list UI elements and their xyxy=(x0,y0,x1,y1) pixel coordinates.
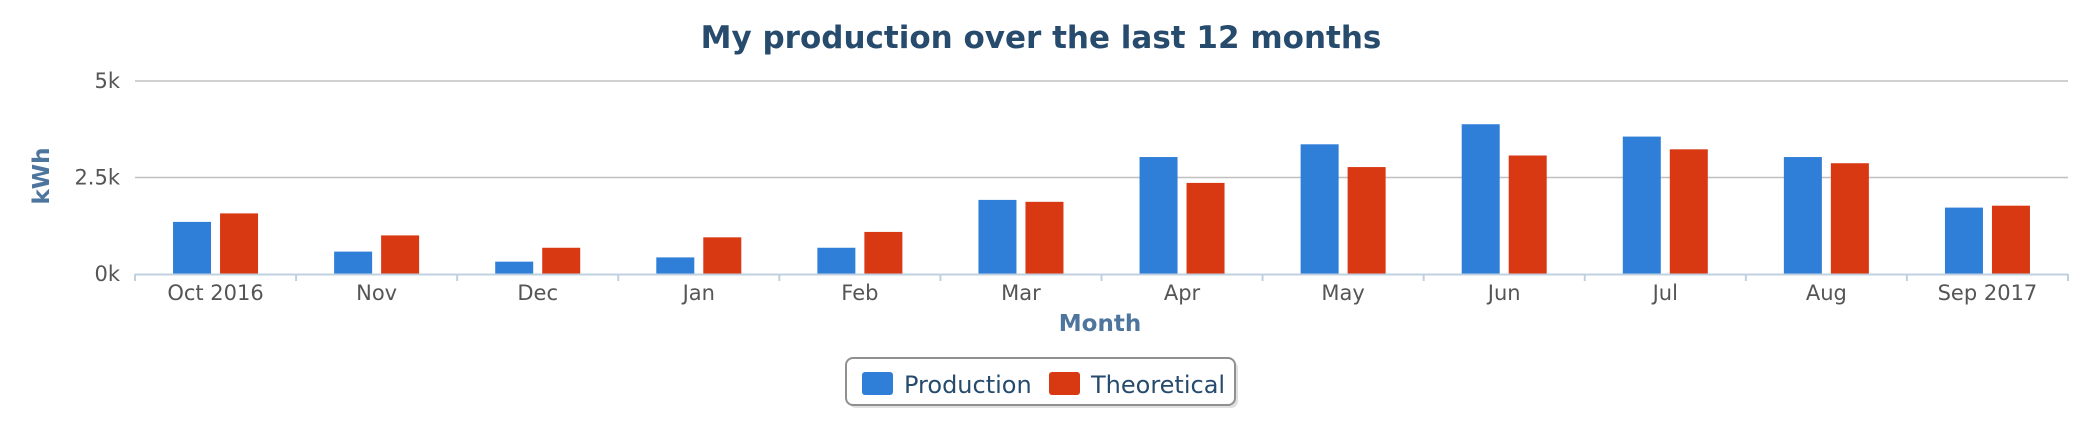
y-axis-title: kWh xyxy=(29,147,55,204)
bar-theoretical-oct-2016 xyxy=(220,213,259,274)
bar-theoretical-may xyxy=(1347,167,1386,274)
bar-production-nov xyxy=(334,251,373,274)
bar-production-aug xyxy=(1783,157,1822,274)
x-tick-label: Feb xyxy=(841,281,878,305)
x-tick-label: Nov xyxy=(356,281,397,305)
x-tick-label: Sep 2017 xyxy=(1938,281,2038,305)
bar-theoretical-jun xyxy=(1508,155,1547,274)
x-axis: Oct 2016 Nov Dec Jan Feb Mar Apr May Jun Jul Aug Se… xyxy=(134,273,2069,305)
legend-label-production[interactable]: Production xyxy=(904,371,1032,399)
legend: Production Theoretical xyxy=(845,357,1238,408)
bar-production-jul xyxy=(1622,136,1661,274)
bar-theoretical-sep-2017 xyxy=(1991,205,2030,274)
bar-production-sep-2017 xyxy=(1944,207,1983,274)
bar-theoretical-mar xyxy=(1025,201,1064,274)
y-tick-label: 2.5k xyxy=(74,166,120,190)
x-tick-label: Aug xyxy=(1806,281,1847,305)
bar-production-dec xyxy=(495,261,534,274)
x-tick-label: Jul xyxy=(1651,281,1678,305)
x-tick-label: May xyxy=(1321,281,1364,305)
legend-swatch-production xyxy=(862,372,893,395)
x-axis-title: Month xyxy=(1059,311,1141,337)
x-tick-label: Mar xyxy=(1001,281,1041,305)
gridlines xyxy=(135,80,2068,179)
bar-theoretical-feb xyxy=(864,231,903,274)
y-tick-label: 5k xyxy=(94,69,120,93)
x-tick-label: Oct 2016 xyxy=(167,281,263,305)
bar-theoretical-jul xyxy=(1669,149,1708,274)
x-tick-label: Apr xyxy=(1164,281,1201,305)
bar-theoretical-apr xyxy=(1186,182,1225,274)
bar-production-feb xyxy=(817,247,856,274)
bar-production-may xyxy=(1300,144,1339,274)
bar-theoretical-aug xyxy=(1830,163,1869,274)
bar-theoretical-nov xyxy=(381,235,420,274)
bar-theoretical-dec xyxy=(542,247,581,274)
x-tick-label: Jan xyxy=(681,281,715,305)
legend-swatch-theoretical xyxy=(1049,372,1080,395)
bar-theoretical-jan xyxy=(703,237,742,274)
bar-production-jan xyxy=(656,257,695,274)
bar-production-jun xyxy=(1461,124,1500,275)
x-tick-label: Jun xyxy=(1486,281,1521,305)
chart-title: My production over the last 12 months xyxy=(701,20,1382,56)
y-tick-label: 0k xyxy=(94,262,120,286)
bar-production-oct-2016 xyxy=(173,221,212,274)
bar-production-mar xyxy=(978,199,1017,274)
y-axis-ticks: 0k 2.5k 5k xyxy=(74,69,120,286)
x-tick-label: Dec xyxy=(517,281,558,305)
legend-label-theoretical[interactable]: Theoretical xyxy=(1090,371,1225,399)
legend-box xyxy=(845,357,1236,406)
bars xyxy=(173,124,2030,275)
bar-production-apr xyxy=(1139,157,1178,274)
